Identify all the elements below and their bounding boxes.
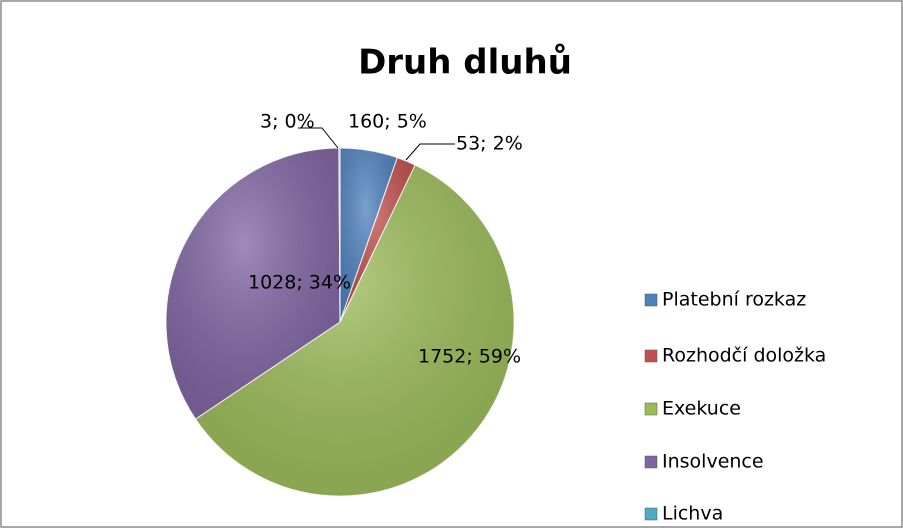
legend-swatch (644, 349, 658, 363)
data-label: 1028; 34% (248, 272, 351, 294)
leader-line (405, 143, 455, 161)
data-label: 1752; 59% (418, 346, 521, 368)
chart-title: Druh dluhů (358, 43, 572, 83)
legend-swatch (644, 507, 658, 521)
legend-label: Insolvence (662, 451, 764, 473)
legend-label: Rozhodčí doložka (662, 345, 826, 367)
data-label: 3; 0% (260, 111, 315, 133)
data-label: 160; 5% (348, 111, 427, 133)
legend-label: Exekuce (662, 398, 741, 420)
legend-swatch (644, 402, 658, 416)
legend-label: Platební rozkaz (662, 289, 806, 311)
data-label: 53; 2% (456, 133, 523, 155)
leader-line (298, 127, 339, 149)
legend-label: Lichva (662, 503, 723, 525)
legend-swatch (644, 293, 658, 307)
legend-swatch (644, 455, 658, 469)
